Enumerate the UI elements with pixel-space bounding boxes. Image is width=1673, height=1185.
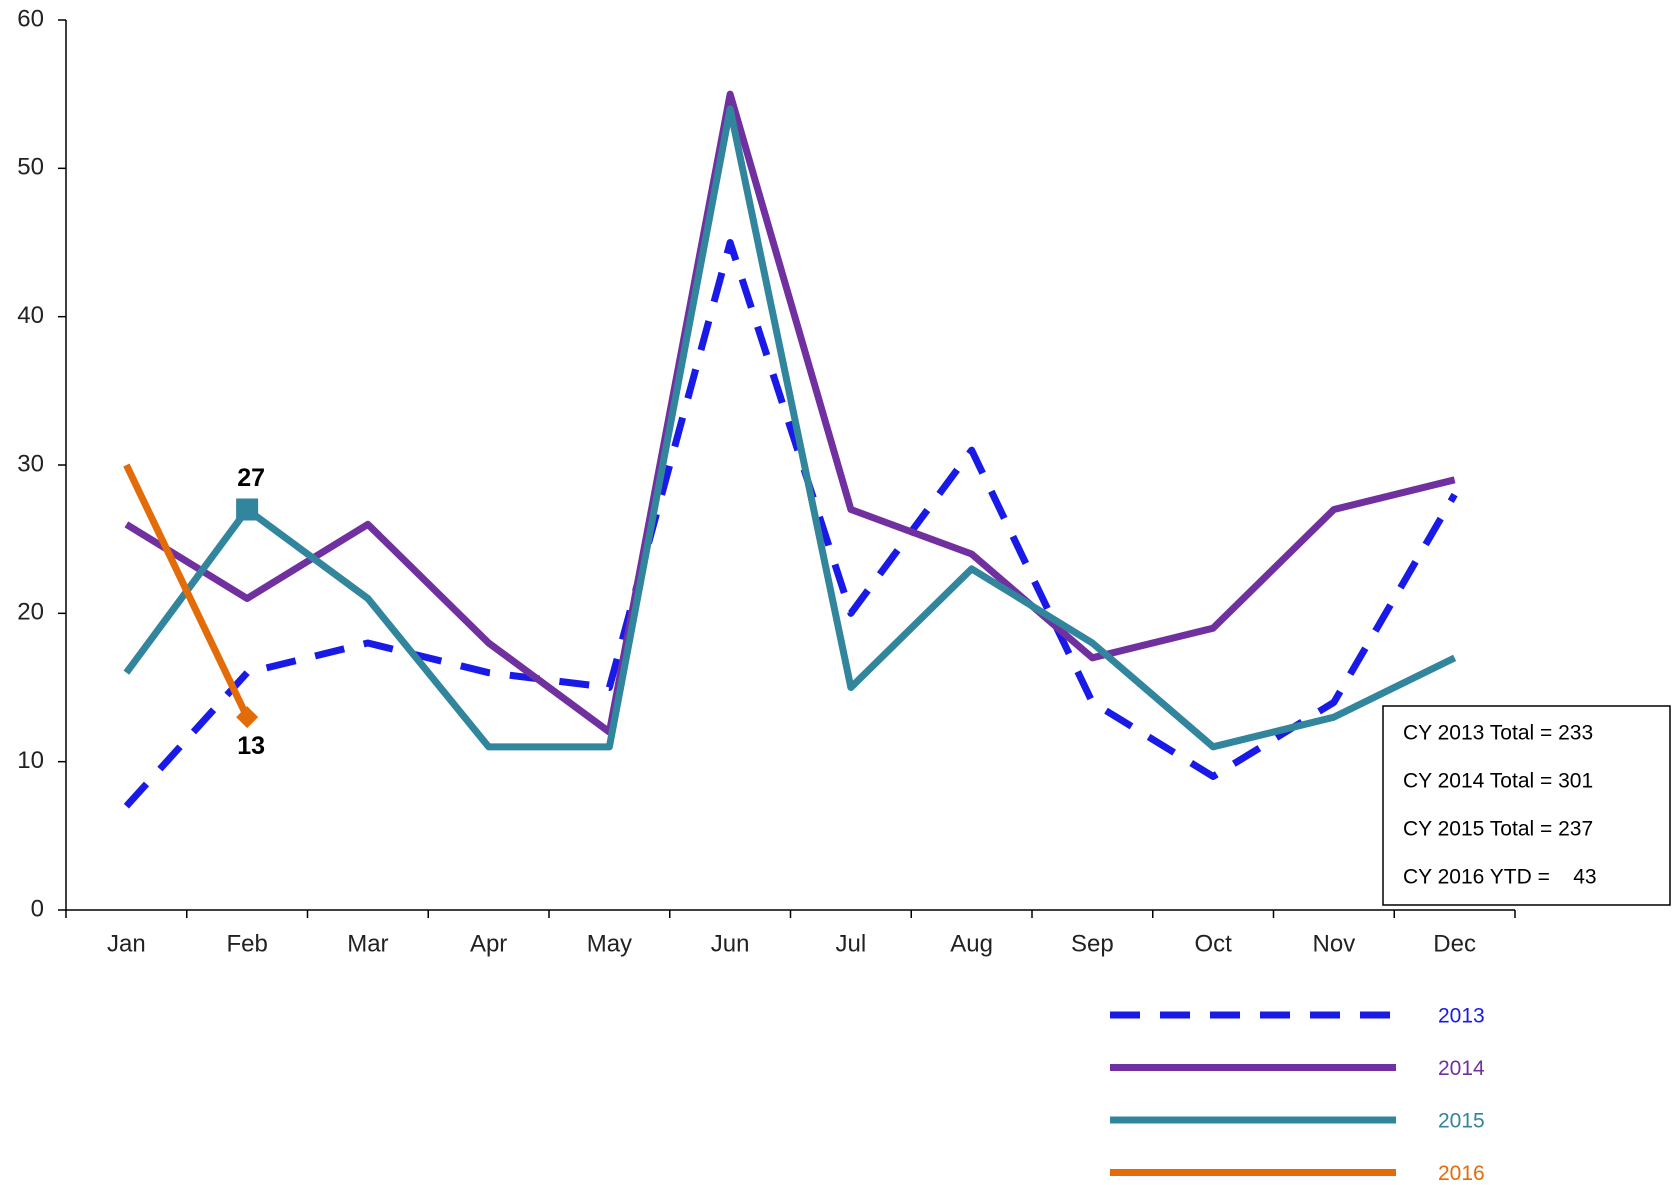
x-tick-label: Jun	[711, 930, 750, 957]
x-tick-label: Sep	[1071, 930, 1114, 957]
y-tick-label: 10	[17, 747, 44, 774]
series-line	[123, 463, 251, 719]
x-tick-label: Jan	[107, 930, 146, 957]
y-tick-label: 40	[17, 302, 44, 329]
x-tick-label: Feb	[226, 930, 267, 957]
y-tick-label: 60	[17, 5, 44, 32]
series-line	[124, 90, 1456, 736]
data-label: 27	[237, 464, 265, 492]
y-tick-label: 20	[17, 599, 44, 626]
x-tick-label: Dec	[1433, 930, 1476, 957]
x-tick-label: Apr	[470, 930, 507, 957]
series-line	[123, 239, 1458, 809]
x-tick-label: Jul	[836, 930, 867, 957]
x-tick-label: Aug	[950, 930, 993, 957]
marker	[236, 706, 259, 729]
y-tick-label: 50	[17, 154, 44, 181]
marker	[236, 498, 259, 521]
x-tick-label: Mar	[347, 930, 388, 957]
legend-label: 2015	[1438, 1110, 1485, 1133]
totals-text: CY 2013 Total = 233	[1403, 722, 1593, 745]
x-tick-label: May	[587, 930, 632, 957]
legend-label: 2014	[1438, 1057, 1485, 1080]
totals-text: CY 2016 YTD = 43	[1403, 866, 1597, 889]
y-tick-label: 30	[17, 450, 44, 477]
y-tick-label: 0	[31, 895, 44, 922]
totals-box	[1382, 705, 1671, 906]
series-line	[123, 105, 1457, 751]
x-tick-label: Oct	[1194, 930, 1232, 957]
totals-text: CY 2014 Total = 301	[1403, 770, 1593, 793]
legend-label: 2013	[1438, 1005, 1485, 1028]
legend-label: 2016	[1438, 1162, 1485, 1185]
x-tick-label: Nov	[1313, 930, 1356, 957]
data-label: 13	[237, 732, 265, 760]
totals-text: CY 2015 Total = 237	[1403, 818, 1593, 841]
